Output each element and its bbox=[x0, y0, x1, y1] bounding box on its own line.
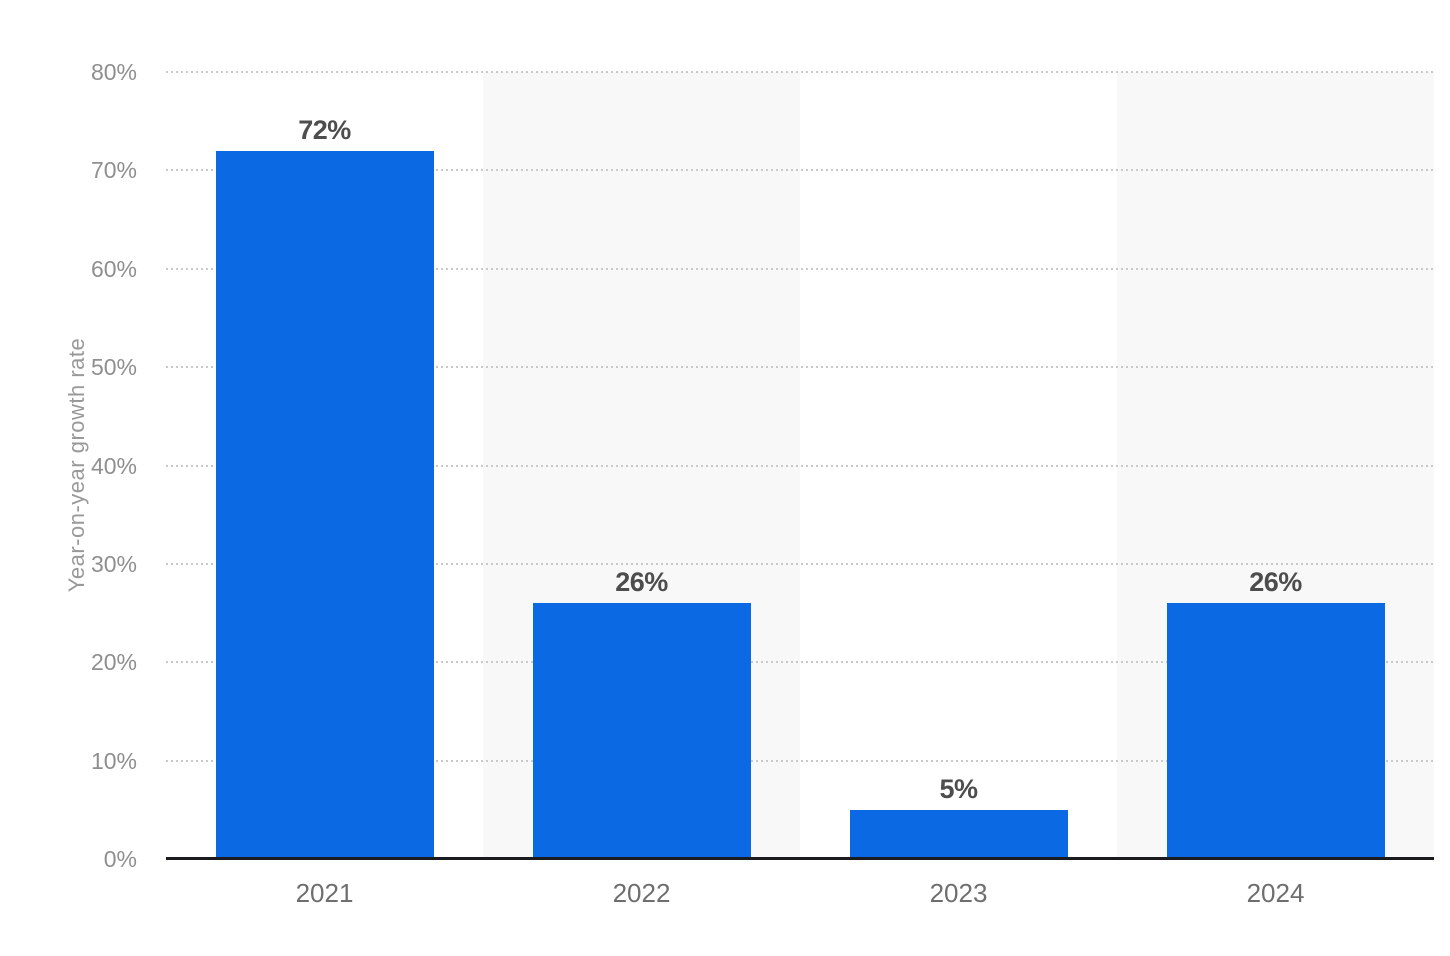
y-axis-tick-label: 50% bbox=[90, 354, 137, 381]
y-axis-tick-label: 40% bbox=[90, 452, 137, 479]
gridline bbox=[166, 267, 1434, 270]
y-axis-tick-label: 30% bbox=[90, 550, 137, 577]
gridline bbox=[166, 464, 1434, 467]
bar-2024[interactable] bbox=[1166, 603, 1385, 859]
x-axis-line bbox=[166, 857, 1434, 860]
gridline bbox=[166, 661, 1434, 664]
bar-value-label: 5% bbox=[939, 773, 978, 804]
gridline bbox=[166, 366, 1434, 369]
gridline bbox=[166, 759, 1434, 762]
bar-2023[interactable] bbox=[849, 809, 1068, 859]
y-axis-tick-label: 10% bbox=[90, 747, 137, 774]
bar-value-label: 72% bbox=[298, 114, 351, 145]
x-axis-tick-label: 2024 bbox=[1246, 878, 1305, 908]
x-axis-tick-label: 2022 bbox=[612, 878, 671, 908]
y-axis-tick-label: 60% bbox=[90, 255, 137, 282]
bar-2022[interactable] bbox=[532, 603, 751, 859]
gridline bbox=[166, 71, 1434, 73]
gridline bbox=[166, 169, 1434, 172]
x-axis-tick-label: 2021 bbox=[295, 878, 354, 908]
y-axis-tick-label: 70% bbox=[90, 157, 137, 184]
y-axis-tick-label: 20% bbox=[90, 649, 137, 676]
bar-value-label: 26% bbox=[1249, 567, 1302, 598]
y-axis-tick-label: 80% bbox=[90, 59, 137, 85]
x-axis-tick-label: 2023 bbox=[929, 878, 988, 908]
bar-value-label: 26% bbox=[615, 567, 668, 598]
gridline bbox=[166, 562, 1434, 565]
y-axis-tick-label: 0% bbox=[103, 846, 137, 872]
bar-2021[interactable] bbox=[215, 150, 434, 859]
